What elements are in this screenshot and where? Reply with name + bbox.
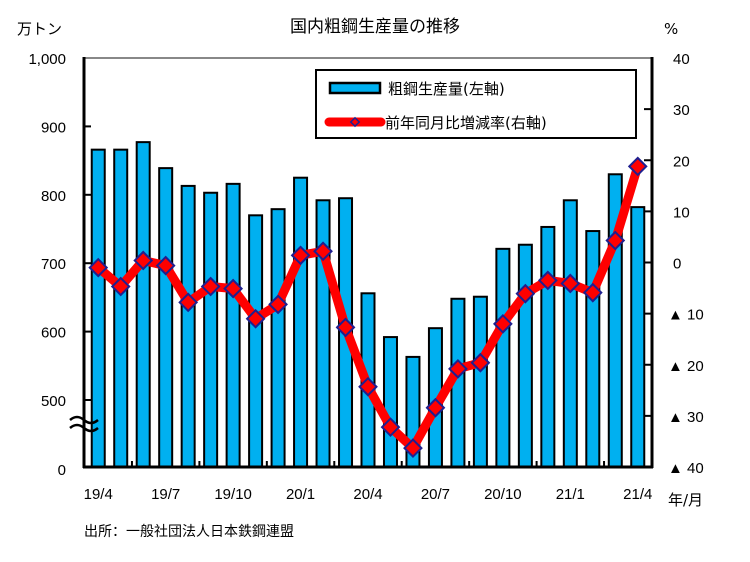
line-marker: [582, 282, 603, 303]
legend-bar-label: 粗鋼生産量(左軸): [388, 80, 505, 98]
x-tick-label: 20/10: [484, 486, 522, 503]
left-tick-label: 700: [41, 256, 66, 273]
right-tick-label: 40: [673, 51, 690, 68]
right-tick-label: ▲ 20: [668, 358, 704, 375]
line-marker: [268, 294, 288, 315]
line-marker: [358, 376, 378, 397]
bar: [540, 225, 556, 468]
line-marker: [133, 250, 154, 271]
line-marker: [448, 358, 468, 379]
left-tick-label: 0: [58, 462, 66, 479]
line-marker: [470, 352, 491, 373]
x-tick-label: 19/4: [84, 486, 113, 503]
right-tick-label: ▲ 30: [668, 409, 704, 426]
line-marker: [110, 276, 131, 297]
bar: [203, 191, 219, 469]
line-marker: [380, 417, 401, 438]
legend-line-label: 前年同月比増減率(右軸): [385, 114, 547, 132]
bar: [495, 247, 511, 468]
right-tick-label: ▲ 10: [668, 307, 704, 324]
line-marker: [313, 241, 333, 262]
line-marker: [515, 283, 536, 304]
line-marker: [335, 317, 356, 338]
line-marker: [290, 245, 311, 266]
line-marker: [605, 230, 626, 251]
legend-box: [315, 69, 637, 139]
bar: [382, 336, 398, 468]
legend-bar-swatch: [328, 81, 382, 95]
line-marker: [492, 313, 513, 334]
bar: [585, 230, 601, 468]
bar-series: [90, 141, 646, 469]
left-tick-label: 600: [41, 325, 66, 342]
right-tick-label: 30: [673, 102, 690, 119]
bar: [113, 148, 129, 468]
line-marker: [178, 292, 199, 313]
x-axis-unit: 年/月: [668, 491, 703, 509]
bar: [293, 176, 309, 468]
right-tick-label: 10: [673, 204, 690, 221]
right-tick-label: ▲ 40: [668, 460, 704, 477]
legend: 粗鋼生産量(左軸) 前年同月比増減率(右軸): [315, 69, 637, 139]
x-tick-label: 21/1: [556, 486, 585, 503]
line-marker: [560, 273, 581, 294]
left-tick-label: 1,000: [28, 51, 66, 68]
bar: [180, 184, 196, 469]
x-tick-label: 20/4: [353, 486, 382, 503]
chart-title: 国内粗鋼生産量の推移: [290, 17, 460, 37]
legend-line-marker: [349, 116, 361, 128]
x-tick-label: 19/10: [214, 486, 252, 503]
line-marker: [200, 276, 221, 297]
left-tick-label: 500: [41, 393, 66, 410]
line-marker: [537, 270, 558, 291]
x-tick-label: 20/1: [286, 486, 315, 503]
bar: [472, 295, 488, 468]
x-axis-ticks: 19/4 19/7 19/10 20/1 20/4 20/7 20/10 21/1 21/4: [84, 461, 652, 503]
line-marker: [245, 308, 266, 329]
source-note: 出所：一般社団法人日本鉄鋼連盟: [84, 524, 294, 540]
line-marker: [155, 255, 176, 276]
bar: [517, 243, 533, 468]
bar: [225, 182, 241, 469]
bar: [562, 199, 578, 468]
bar: [248, 214, 264, 468]
x-tick-label: 19/7: [151, 486, 180, 503]
left-tick-label: 900: [41, 119, 66, 136]
bar: [270, 208, 286, 468]
right-axis-ticks: ▲ 40 ▲ 30 ▲ 20 ▲ 10 0 10 20 30 40: [644, 51, 704, 477]
left-axis-unit: 万トン: [17, 20, 62, 38]
bar: [135, 141, 151, 469]
right-tick-label: 0: [673, 256, 681, 273]
line-marker: [403, 438, 423, 458]
left-axis-ticks: 0 500 600 700 800 900 1,000: [28, 51, 91, 479]
right-tick-label: 20: [673, 153, 690, 170]
bar: [90, 148, 106, 468]
right-axis-unit: %: [664, 20, 678, 38]
line-marker: [627, 156, 648, 177]
bar: [315, 199, 331, 468]
x-tick-label: 21/4: [623, 486, 652, 503]
line-marker: [88, 257, 109, 278]
bar: [158, 167, 174, 468]
line-series: [88, 156, 648, 458]
axis-break-icon: [69, 415, 99, 433]
bar: [630, 206, 646, 468]
line-marker: [425, 397, 446, 418]
line-marker: [223, 278, 244, 299]
x-tick-label: 20/7: [421, 486, 450, 503]
left-tick-label: 800: [41, 188, 66, 205]
